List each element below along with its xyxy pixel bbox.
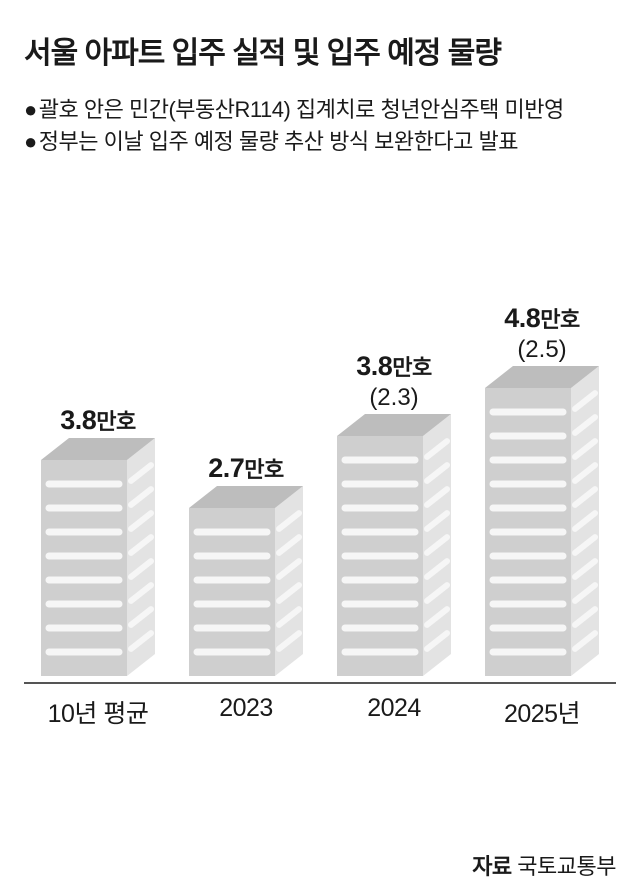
- bar-value-sub: (2.3): [314, 384, 474, 412]
- source: 자료 국토교통부: [472, 849, 616, 881]
- bar-value-number: 3.8: [60, 405, 96, 435]
- x-axis-label: 2025년: [468, 694, 616, 730]
- bullet-icon: ●: [24, 126, 37, 158]
- bar-value-unit: 만호: [392, 355, 431, 380]
- bar-value-number: 3.8: [356, 351, 392, 381]
- bar-value-sub: (2.5): [462, 336, 622, 364]
- bar-column: 3.8만호: [24, 178, 172, 682]
- bar-value-number: 4.8: [504, 303, 540, 333]
- bar-tower: [188, 485, 304, 682]
- bar-value-main: 3.8만호: [18, 404, 178, 436]
- bar-value-label: 3.8만호(2.3): [314, 350, 474, 412]
- x-axis-label: 2024: [320, 694, 468, 730]
- bar-tower: [484, 365, 600, 682]
- note-item: ● 정부는 이날 입주 예정 물량 추산 방식 보완한다고 발표: [24, 126, 616, 158]
- bar-column: 4.8만호(2.5): [468, 178, 616, 682]
- note-text: 정부는 이날 입주 예정 물량 추산 방식 보완한다고 발표: [39, 126, 616, 158]
- bar-value-main: 2.7만호: [166, 452, 326, 484]
- bar-value-label: 3.8만호: [18, 404, 178, 436]
- x-labels: 10년 평균202320242025년: [24, 694, 616, 730]
- x-axis-label: 2023: [172, 694, 320, 730]
- bar-tower: [336, 413, 452, 682]
- bar-value-label: 4.8만호(2.5): [462, 302, 622, 364]
- bar-tower: [40, 437, 156, 682]
- bar-value-main: 4.8만호: [462, 302, 622, 334]
- chart-title: 서울 아파트 입주 실적 및 입주 예정 물량: [24, 28, 616, 72]
- x-axis-label: 10년 평균: [24, 694, 172, 730]
- bar-value-number: 2.7: [208, 453, 244, 483]
- source-value: 국토교통부: [517, 854, 616, 879]
- bar-value-unit: 만호: [540, 307, 579, 332]
- bars-container: 3.8만호2.7만호3.8만호(2.3)4.8만호(2.5): [24, 178, 616, 682]
- bar-value-label: 2.7만호: [166, 452, 326, 484]
- bar-value-main: 3.8만호: [314, 350, 474, 382]
- bullet-icon: ●: [24, 94, 37, 126]
- note-text: 괄호 안은 민간(부동산R114) 집계치로 청년안심주택 미반영: [39, 94, 616, 126]
- x-axis-line: [24, 682, 616, 684]
- source-label: 자료: [472, 854, 511, 879]
- bar-value-unit: 만호: [244, 457, 283, 482]
- chart: 3.8만호2.7만호3.8만호(2.3)4.8만호(2.5) 10년 평균202…: [24, 178, 616, 738]
- bar-value-unit: 만호: [96, 409, 135, 434]
- note-item: ● 괄호 안은 민간(부동산R114) 집계치로 청년안심주택 미반영: [24, 94, 616, 126]
- bar-column: 3.8만호(2.3): [320, 178, 468, 682]
- bar-column: 2.7만호: [172, 178, 320, 682]
- notes: ● 괄호 안은 민간(부동산R114) 집계치로 청년안심주택 미반영 ● 정부…: [24, 94, 616, 158]
